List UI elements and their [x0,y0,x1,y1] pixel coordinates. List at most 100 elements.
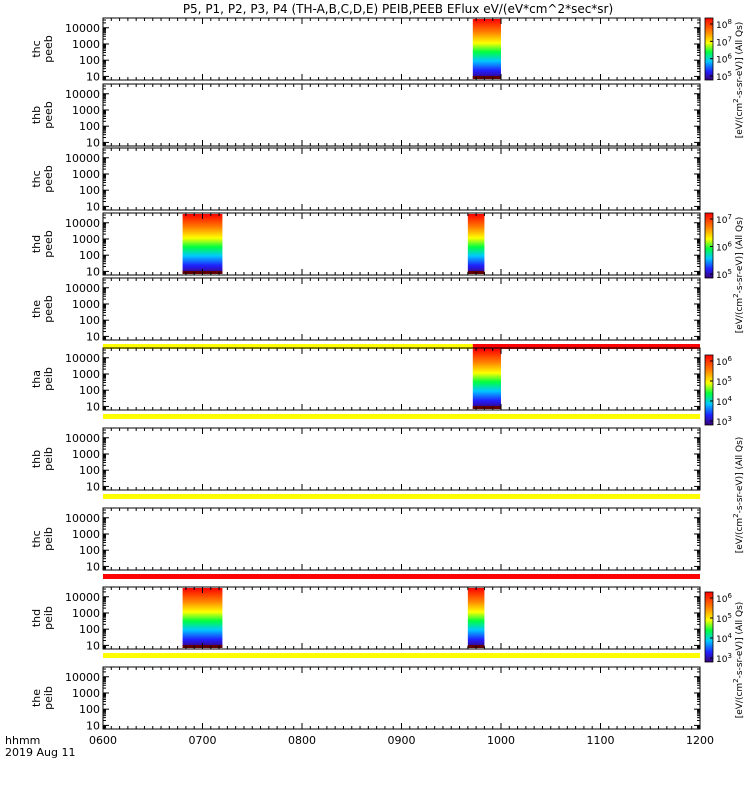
x-tick-label: 0700 [189,734,217,747]
y-tick-label: 1000 [72,298,100,311]
y-tick-label: 10000 [65,671,100,684]
y-tick-label: 10 [86,400,100,413]
x-tick-label: 1100 [587,734,615,747]
colorbar-tick-label: 107​ [716,213,732,226]
y-tick-label: 1000 [72,368,100,381]
colorbar-scale [704,17,714,81]
y-tick-label: 10000 [65,432,100,445]
status-bar-yellow [103,653,700,658]
x-tick-label: 0600 [89,734,117,747]
y-tick-label: 100 [79,703,100,716]
spectrogram-block [467,214,485,274]
y-tick-label: 10000 [65,591,100,604]
colorbar-tick-label: 106​ [716,241,732,254]
y-tick-label: 10000 [65,152,100,165]
panel-frame [102,17,701,81]
x-tick-label: 1200 [686,734,714,747]
status-bar-yellow [103,414,700,419]
y-tick-label: 10 [86,639,100,652]
status-bar-red [103,574,700,579]
y-tick-label: 10 [86,136,100,149]
panel-label: thepeeb [30,295,55,323]
y-tick-label: 10000 [65,88,100,101]
x-tick-label: 0800 [288,734,316,747]
panel-thc-peib: 10000 1000 100 10 thcpeib [30,507,701,579]
spectrogram-block [467,588,485,648]
colorbar-tick-label: 107​ [716,35,732,48]
spectrogram-block-edge [472,76,501,79]
panel-frame [102,83,701,147]
colorbar-scale [704,212,714,279]
y-tick-label: 10 [86,200,100,213]
y-tick-label: 100 [79,249,100,262]
colorbar-tick-label: 108​ [716,18,732,31]
y-tick-label: 1000 [72,38,100,51]
colorbar-tick-label: 105​ [716,70,732,83]
panel-frame [102,347,701,411]
y-tick-label: 1000 [72,528,100,541]
y-tick-label: 10 [86,719,100,732]
x-date-label: 2019 Aug 11 [5,746,75,759]
colorbar-tick-label: 103​ [716,652,732,665]
y-tick-label: 100 [79,464,100,477]
colorbar-tick-label: 105​ [716,268,732,281]
colorbar-tick-label: 105​ [716,375,732,388]
panel-label: thapeib [30,367,55,391]
y-tick-label: 100 [79,544,100,557]
colorbar-units-label: [eV/(cm2​-s-sr-eV)] (All Qs) [732,217,745,334]
y-tick-label: 1000 [72,233,100,246]
panel-frame [102,507,701,571]
colorbar-tick-label: 103​ [716,415,732,428]
panel-label: thdpeib [30,606,55,630]
y-tick-label: 1000 [72,168,100,181]
colorbar: 106​ 105​ 104​ 103​ [704,591,732,665]
y-tick-label: 10000 [65,512,100,525]
x-tick-label: 0900 [388,734,416,747]
colorbar-scale [704,591,714,663]
panel-thb-peeb: 10000 1000 100 10 thbpeeb [30,83,701,149]
colorbar-tick-label: 106​ [716,592,732,605]
spectrogram-block [182,214,223,274]
y-tick-label: 10 [86,330,100,343]
colorbar: 107​ 106​ 105​ [704,212,732,281]
colorbar: 108​ 107​ 106​ 105​ [704,17,732,83]
panel-label: thcpeeb [30,165,55,193]
y-tick-label: 10 [86,560,100,573]
y-tick-label: 100 [79,120,100,133]
status-bar-yellow [103,344,473,349]
y-tick-label: 100 [79,623,100,636]
spectrogram-block-edge [472,406,501,409]
y-tick-label: 10000 [65,22,100,35]
panel-label: thcpeeb [30,35,55,63]
panel-thd-peib: 10000 1000 100 10 thdpeib [30,586,701,658]
y-tick-label: 100 [79,384,100,397]
y-tick-label: 1000 [72,687,100,700]
panel-label: thbpeeb [30,101,55,129]
panel-thd-peeb: 10000 1000 100 10 thdpeeb [30,212,701,278]
figure-title: P5, P1, P2, P3, P4 (TH-A,B,C,D,E) PEIB,P… [183,2,613,16]
x-tick-label: 1000 [487,734,515,747]
panel-thc-peeb: 10000 1000 100 10 thcpeeb [30,17,701,83]
y-tick-label: 1000 [72,607,100,620]
y-tick-label: 100 [79,184,100,197]
panel-frame [102,277,701,341]
spectrogram-block [472,349,501,409]
colorbar-tick-label: 105​ [716,612,732,625]
y-tick-label: 1000 [72,104,100,117]
y-tick-label: 10 [86,265,100,278]
spectrogram-block [182,588,223,648]
colorbar-tick-label: 106​ [716,53,732,66]
colorbar-tick-label: 106​ [716,355,732,368]
colorbar-tick-label: 104​ [716,632,732,645]
status-bar-red [472,344,700,349]
panel-the-peeb: 10000 1000 100 10 thepeeb [30,277,701,349]
panel-frame [102,666,701,730]
panel-thb-peib: 10000 1000 100 10 thbpeib [30,427,701,499]
panel-frame [102,147,701,211]
y-tick-label: 10000 [65,217,100,230]
colorbar-units-label: [eV/(cm2​-s-sr-eV)] (All Qs) [732,22,745,139]
colorbar-scale [704,354,714,426]
panel-frame [102,427,701,491]
colorbar: 106​ 105​ 104​ 103​ [704,354,732,428]
